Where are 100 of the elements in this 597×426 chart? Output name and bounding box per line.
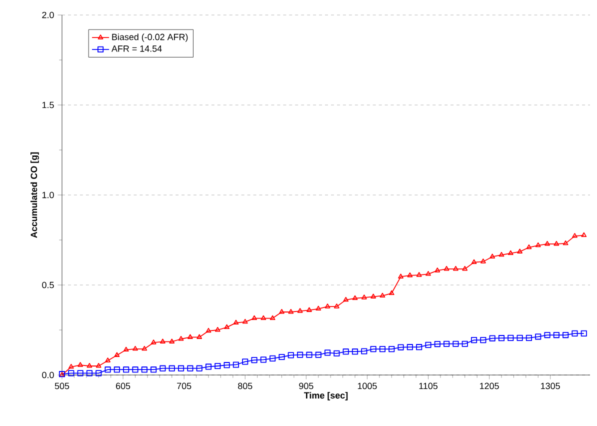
point bbox=[279, 308, 284, 314]
point bbox=[526, 244, 532, 250]
point bbox=[224, 324, 230, 330]
x-tick-label: 1305 bbox=[541, 382, 560, 390]
y-tick-label: 0.5 bbox=[42, 282, 54, 288]
point bbox=[214, 326, 220, 332]
legend-label: AFR = 14.54 bbox=[112, 46, 162, 52]
point bbox=[86, 370, 93, 376]
point bbox=[306, 307, 312, 312]
point bbox=[406, 344, 413, 350]
point bbox=[78, 362, 84, 367]
point bbox=[132, 346, 138, 351]
point bbox=[324, 350, 331, 356]
point bbox=[297, 352, 304, 358]
point bbox=[260, 356, 266, 363]
point bbox=[516, 334, 523, 341]
point bbox=[572, 330, 578, 336]
point bbox=[288, 352, 294, 358]
point bbox=[444, 340, 450, 347]
point bbox=[517, 248, 522, 254]
point bbox=[426, 270, 431, 276]
x-axis-title: Time [sec] bbox=[304, 392, 348, 400]
x-tick-label: 1005 bbox=[358, 382, 377, 390]
point bbox=[580, 330, 587, 336]
point bbox=[306, 352, 312, 358]
point bbox=[132, 366, 138, 373]
x-tick-label: 505 bbox=[54, 382, 70, 390]
point bbox=[370, 294, 376, 298]
point bbox=[196, 334, 202, 339]
y-tick-label: 2.0 bbox=[42, 12, 54, 18]
point bbox=[489, 335, 496, 342]
point bbox=[562, 240, 568, 246]
point bbox=[535, 334, 542, 340]
point bbox=[361, 294, 367, 300]
point bbox=[444, 266, 450, 271]
point bbox=[498, 335, 505, 342]
point bbox=[342, 348, 349, 355]
point bbox=[462, 266, 468, 271]
point bbox=[178, 336, 184, 341]
y-tick-label: 1.5 bbox=[42, 102, 54, 108]
point bbox=[150, 340, 156, 344]
point bbox=[407, 272, 413, 278]
point bbox=[187, 365, 194, 372]
point bbox=[150, 366, 157, 373]
point bbox=[168, 365, 175, 372]
point bbox=[105, 358, 110, 362]
point bbox=[334, 350, 340, 356]
point bbox=[434, 268, 440, 272]
point bbox=[205, 364, 212, 370]
point bbox=[196, 365, 202, 372]
point bbox=[160, 338, 166, 344]
x-tick-label: 905 bbox=[299, 382, 314, 390]
point bbox=[123, 346, 129, 352]
point bbox=[123, 366, 130, 373]
x-tick-label: 1105 bbox=[419, 382, 438, 390]
point bbox=[379, 346, 386, 352]
point bbox=[416, 344, 422, 350]
legend-label: Biased (-0.02 AFR) bbox=[112, 34, 188, 42]
point bbox=[361, 348, 368, 354]
point bbox=[278, 354, 285, 360]
point bbox=[206, 328, 212, 333]
point bbox=[224, 362, 230, 368]
point bbox=[398, 274, 404, 278]
point bbox=[452, 340, 459, 347]
point bbox=[169, 338, 175, 344]
point bbox=[242, 358, 248, 365]
point bbox=[416, 272, 422, 277]
point bbox=[252, 315, 257, 320]
point bbox=[86, 362, 92, 368]
point bbox=[260, 315, 266, 320]
point bbox=[498, 252, 504, 257]
point bbox=[398, 344, 404, 350]
point bbox=[480, 337, 486, 344]
point bbox=[68, 370, 74, 376]
x-tick-label: 605 bbox=[116, 382, 130, 390]
point bbox=[114, 366, 120, 373]
point bbox=[508, 250, 514, 256]
point bbox=[526, 334, 532, 341]
point bbox=[334, 304, 340, 308]
point bbox=[470, 337, 478, 344]
point bbox=[490, 254, 496, 258]
point bbox=[535, 242, 541, 248]
point bbox=[233, 320, 239, 325]
point bbox=[178, 365, 184, 372]
point bbox=[104, 366, 111, 373]
point bbox=[96, 362, 102, 368]
point bbox=[316, 306, 322, 311]
point bbox=[388, 346, 395, 352]
point bbox=[352, 295, 358, 300]
point bbox=[544, 240, 550, 246]
x-tick-label: 1205 bbox=[480, 382, 499, 390]
x-tick-label: 705 bbox=[177, 382, 192, 390]
point bbox=[77, 370, 84, 376]
point bbox=[370, 346, 376, 352]
point bbox=[508, 334, 514, 341]
point bbox=[572, 233, 578, 238]
point bbox=[380, 292, 386, 298]
point bbox=[214, 362, 221, 370]
point bbox=[114, 352, 120, 357]
point bbox=[562, 332, 569, 338]
